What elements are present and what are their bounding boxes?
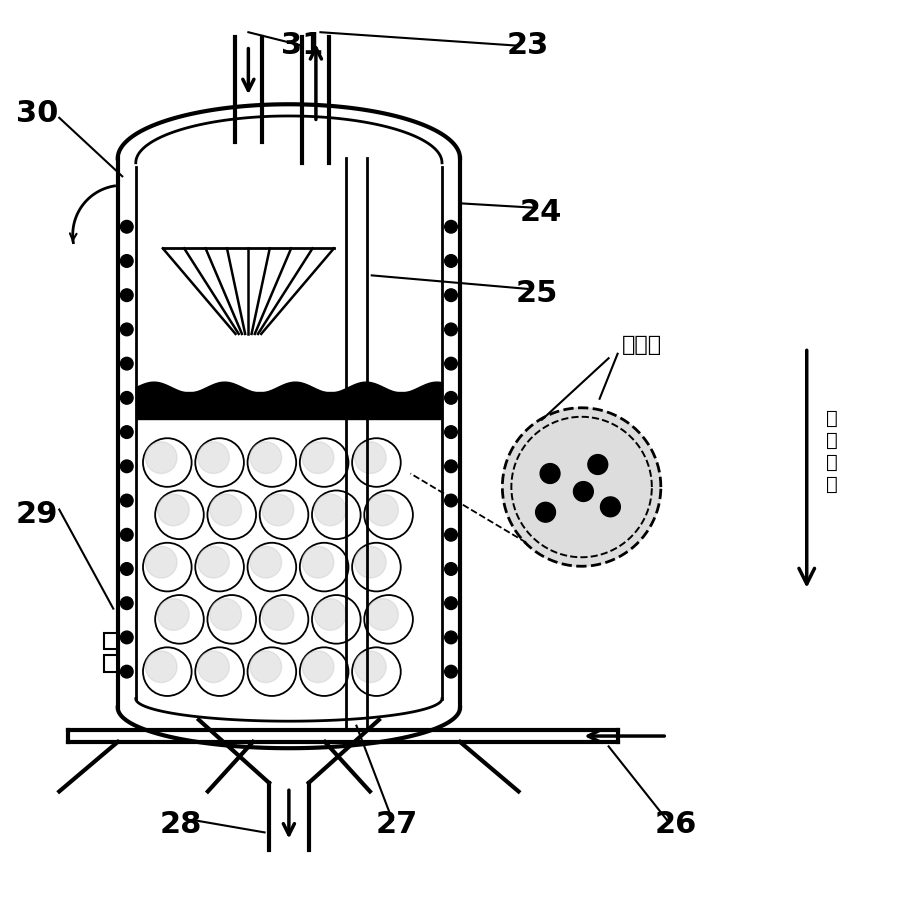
Circle shape <box>315 494 346 526</box>
Circle shape <box>121 323 133 336</box>
Circle shape <box>198 547 229 578</box>
Circle shape <box>145 442 177 474</box>
Text: 碳颗粒: 碳颗粒 <box>622 334 662 354</box>
Circle shape <box>367 494 399 526</box>
Text: 23: 23 <box>506 31 548 60</box>
Circle shape <box>445 563 457 575</box>
Circle shape <box>247 438 296 486</box>
Circle shape <box>445 425 457 438</box>
Circle shape <box>121 563 133 575</box>
Text: 24: 24 <box>520 198 562 227</box>
Circle shape <box>250 651 281 682</box>
Text: 28: 28 <box>160 810 202 839</box>
Circle shape <box>364 490 413 539</box>
Text: 31: 31 <box>281 31 324 60</box>
Circle shape <box>445 255 457 267</box>
Circle shape <box>445 597 457 609</box>
Text: 26: 26 <box>655 810 697 839</box>
Circle shape <box>121 597 133 609</box>
Circle shape <box>145 651 177 682</box>
Text: 25: 25 <box>515 279 557 308</box>
Circle shape <box>158 494 189 526</box>
Circle shape <box>445 357 457 370</box>
Circle shape <box>367 599 399 630</box>
Text: 重
力
方
向: 重 力 方 向 <box>826 408 838 494</box>
Circle shape <box>121 528 133 541</box>
Circle shape <box>195 543 244 591</box>
Circle shape <box>445 495 457 507</box>
Circle shape <box>588 455 608 475</box>
Circle shape <box>195 438 244 486</box>
Circle shape <box>502 408 661 567</box>
Circle shape <box>445 220 457 233</box>
Circle shape <box>210 599 242 630</box>
Bar <box>105 633 117 650</box>
Circle shape <box>260 595 308 644</box>
Circle shape <box>250 442 281 474</box>
Circle shape <box>312 490 361 539</box>
Circle shape <box>145 547 177 578</box>
Circle shape <box>121 460 133 473</box>
Circle shape <box>121 425 133 438</box>
Circle shape <box>262 494 294 526</box>
Circle shape <box>352 648 400 696</box>
Circle shape <box>445 392 457 404</box>
Circle shape <box>445 289 457 302</box>
Circle shape <box>299 438 348 486</box>
Circle shape <box>198 442 229 474</box>
Circle shape <box>143 543 191 591</box>
Circle shape <box>354 442 386 474</box>
Text: 29: 29 <box>15 499 58 528</box>
Circle shape <box>143 438 191 486</box>
Text: 27: 27 <box>376 810 419 839</box>
Circle shape <box>364 595 413 644</box>
Circle shape <box>195 648 244 696</box>
Circle shape <box>601 496 621 517</box>
Circle shape <box>155 490 204 539</box>
Circle shape <box>540 464 560 484</box>
Circle shape <box>445 528 457 541</box>
Circle shape <box>121 289 133 302</box>
Circle shape <box>536 502 556 522</box>
Circle shape <box>207 595 256 644</box>
Circle shape <box>247 648 296 696</box>
Circle shape <box>207 490 256 539</box>
Circle shape <box>445 460 457 473</box>
Circle shape <box>158 599 189 630</box>
Circle shape <box>210 494 242 526</box>
Circle shape <box>121 392 133 404</box>
Circle shape <box>198 651 229 682</box>
Circle shape <box>121 357 133 370</box>
Text: 30: 30 <box>15 98 58 128</box>
Circle shape <box>250 547 281 578</box>
Circle shape <box>354 651 386 682</box>
Circle shape <box>445 665 457 678</box>
Circle shape <box>315 599 346 630</box>
Circle shape <box>302 442 334 474</box>
Bar <box>105 655 117 671</box>
Circle shape <box>574 482 594 501</box>
Circle shape <box>352 543 400 591</box>
Circle shape <box>312 595 361 644</box>
Circle shape <box>445 631 457 644</box>
Circle shape <box>260 490 308 539</box>
Circle shape <box>352 438 400 486</box>
Circle shape <box>302 547 334 578</box>
Circle shape <box>155 595 204 644</box>
Circle shape <box>302 651 334 682</box>
Circle shape <box>121 631 133 644</box>
Circle shape <box>121 665 133 678</box>
Circle shape <box>143 648 191 696</box>
Circle shape <box>121 255 133 267</box>
Circle shape <box>121 220 133 233</box>
Circle shape <box>299 648 348 696</box>
Bar <box>136 393 442 419</box>
Circle shape <box>354 547 386 578</box>
Circle shape <box>262 599 294 630</box>
Circle shape <box>299 543 348 591</box>
Circle shape <box>121 495 133 507</box>
Circle shape <box>445 323 457 336</box>
Circle shape <box>247 543 296 591</box>
